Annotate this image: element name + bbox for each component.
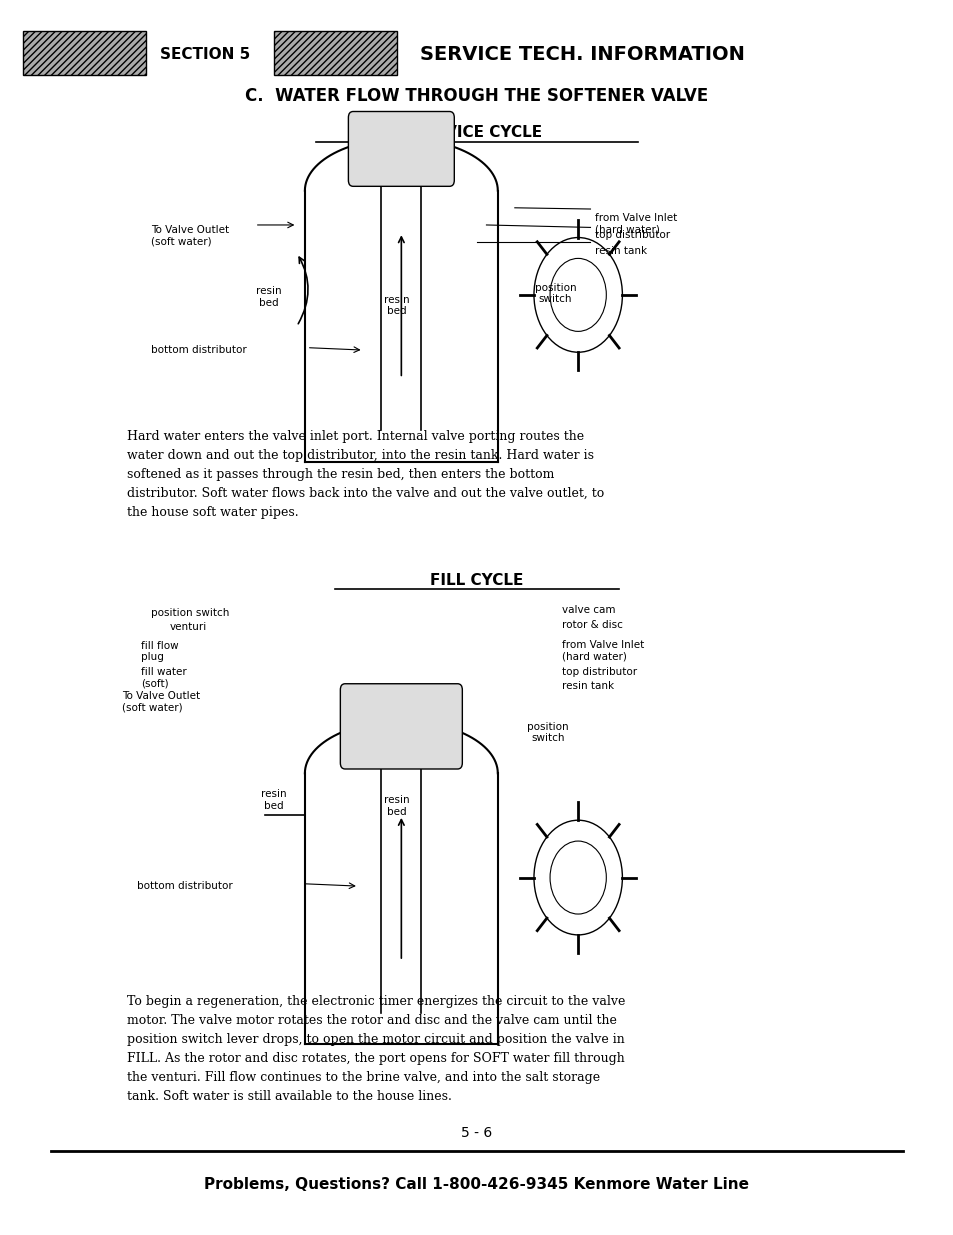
Bar	[274, 31, 396, 75]
Text: To begin a regeneration, the electronic timer energizes the circuit to the valve: To begin a regeneration, the electronic …	[127, 995, 625, 1103]
Text: position
switch: position switch	[527, 721, 568, 743]
Text: To Valve Outlet
(soft water): To Valve Outlet (soft water)	[151, 225, 229, 247]
Text: fill flow
plug: fill flow plug	[141, 641, 179, 662]
Text: rotor & disc: rotor & disc	[561, 620, 622, 630]
Text: To Valve Outlet
(soft water): To Valve Outlet (soft water)	[122, 692, 200, 713]
Text: from Valve Inlet
(hard water): from Valve Inlet (hard water)	[595, 212, 677, 235]
Text: C.  WATER FLOW THROUGH THE SOFTENER VALVE: C. WATER FLOW THROUGH THE SOFTENER VALVE	[245, 88, 708, 105]
Text: top distributor: top distributor	[595, 230, 670, 240]
FancyBboxPatch shape	[340, 684, 462, 769]
Text: SERVICE CYCLE: SERVICE CYCLE	[412, 126, 541, 141]
Text: bottom distributor: bottom distributor	[151, 345, 246, 356]
Text: resin tank: resin tank	[595, 246, 647, 256]
Text: Hard water enters the valve inlet port. Internal valve porting routes the
water : Hard water enters the valve inlet port. …	[127, 430, 603, 519]
Text: FILL CYCLE: FILL CYCLE	[430, 573, 523, 588]
Text: Problems, Questions? Call 1-800-426-9345 Kenmore Water Line: Problems, Questions? Call 1-800-426-9345…	[204, 1177, 749, 1192]
Text: SERVICE TECH. INFORMATION: SERVICE TECH. INFORMATION	[420, 44, 744, 64]
Text: 5 - 6: 5 - 6	[461, 1125, 492, 1140]
Text: resin tank: resin tank	[561, 682, 614, 692]
Text: valve cam: valve cam	[561, 605, 615, 615]
FancyBboxPatch shape	[348, 111, 454, 186]
Text: SECTION 5: SECTION 5	[160, 47, 251, 62]
Text: venturi: venturi	[170, 622, 207, 632]
Text: fill water
(soft): fill water (soft)	[141, 667, 187, 688]
Text: resin
bed: resin bed	[260, 789, 286, 811]
Text: bottom distributor: bottom distributor	[136, 882, 233, 892]
Text: position
switch: position switch	[534, 283, 576, 304]
Text: from Valve Inlet
(hard water): from Valve Inlet (hard water)	[561, 640, 643, 661]
Bar	[23, 31, 146, 75]
Text: top distributor: top distributor	[561, 667, 637, 677]
Text: resin
bed: resin bed	[255, 287, 281, 308]
Text: resin
bed: resin bed	[383, 795, 409, 818]
Text: resin
bed: resin bed	[383, 295, 409, 316]
Text: position switch: position switch	[151, 608, 229, 618]
